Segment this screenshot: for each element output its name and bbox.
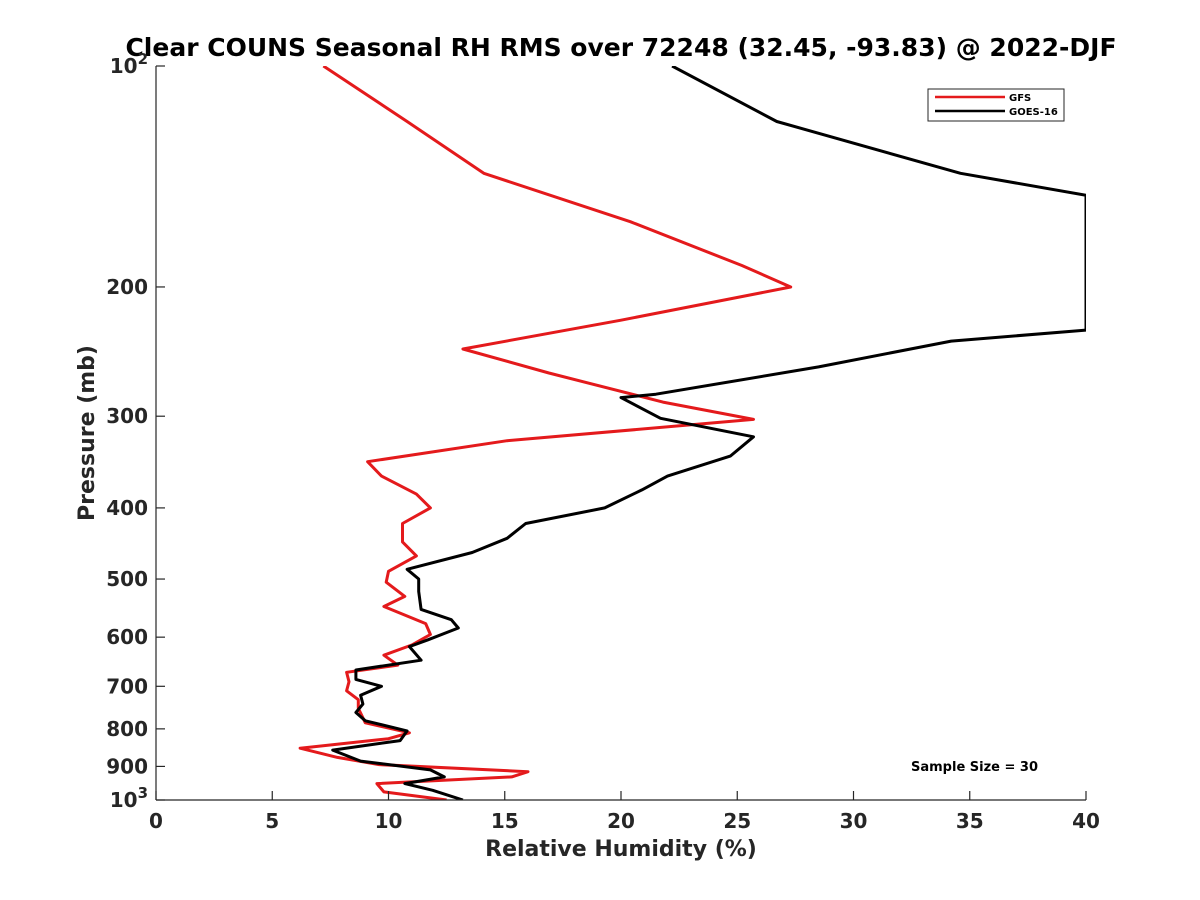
y-tick-label: 700	[106, 674, 148, 698]
legend-box	[927, 88, 1065, 122]
x-tick-label: 35	[956, 809, 984, 833]
x-tick-label: 40	[1072, 809, 1100, 833]
axes-layer	[155, 65, 1087, 801]
legend-label-gfs: GFS	[1009, 93, 1031, 104]
y-tick-label: 600	[106, 625, 148, 649]
series-line-goes16	[331, 66, 1086, 800]
x-tick-label: 20	[607, 809, 635, 833]
y-tick-label: 800	[106, 717, 148, 741]
series-line-gfs	[298, 66, 793, 800]
legend: GFS GOES-16	[927, 88, 1065, 122]
legend-label-goes16: GOES-16	[1009, 107, 1058, 118]
x-tick-label: 30	[840, 809, 868, 833]
y-tick-label: 102	[110, 50, 148, 78]
x-tick-label: 0	[149, 809, 163, 833]
y-tick-label: 200	[106, 275, 148, 299]
y-tick-label: 400	[106, 496, 148, 520]
series-layer	[298, 66, 1086, 800]
y-tick-label: 500	[106, 567, 148, 591]
x-tick-label: 5	[265, 809, 279, 833]
x-tick-labels: 0 5 10 15 20 25 30 35 40	[149, 809, 1100, 833]
y-axis-label: Pressure (mb)	[75, 345, 100, 521]
sample-size-annotation: Sample Size = 30	[911, 760, 1038, 775]
y-tick-label: 900	[106, 754, 148, 778]
chart-title: Clear COUNS Seasonal RH RMS over 72248 (…	[125, 33, 1116, 62]
y-tick-labels: 102 200 300 400 500 600 700 800 900 103	[106, 50, 148, 812]
y-tick-label: 103	[110, 784, 148, 812]
x-axis-label: Relative Humidity (%)	[485, 837, 757, 862]
y-tick-label: 300	[106, 404, 148, 428]
x-tick-label: 10	[375, 809, 403, 833]
x-tick-label: 15	[491, 809, 519, 833]
plot-background	[156, 66, 1086, 800]
x-tick-label: 25	[723, 809, 751, 833]
